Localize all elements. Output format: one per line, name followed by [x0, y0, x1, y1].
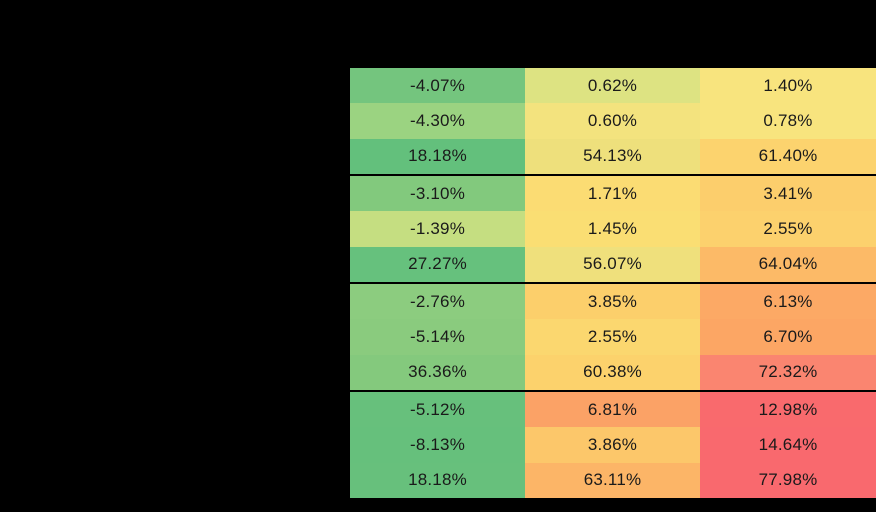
heatmap-cell-r12c1: 18.18%: [350, 462, 525, 498]
heatmap-row-2: -4.30% 0.60% 0.78%: [350, 103, 876, 139]
heatmap-cell-r2c2: 0.60%: [525, 103, 700, 139]
heatmap-cell-r12c2: 63.11%: [525, 462, 700, 498]
heatmap-cell-r9c1: 36.36%: [350, 354, 525, 390]
heatmap-cell-r8c2: 2.55%: [525, 319, 700, 355]
heatmap-cell-r11c1: -8.13%: [350, 427, 525, 463]
heatmap-cell-r10c2: 6.81%: [525, 391, 700, 428]
heatmap-row-3: 18.18% 54.13% 61.40%: [350, 138, 876, 174]
heatmap-cell-r7c3: 6.13%: [700, 283, 876, 320]
heatmap-row-6: 27.27% 56.07% 64.04%: [350, 246, 876, 282]
heatmap-cell-r6c1: 27.27%: [350, 246, 525, 282]
heatmap-row-4: -3.10% 1.71% 3.41%: [350, 175, 876, 212]
heatmap-cell-r2c1: -4.30%: [350, 103, 525, 139]
heatmap-cell-r3c2: 54.13%: [525, 138, 700, 174]
heatmap-cell-r11c2: 3.86%: [525, 427, 700, 463]
group-separator-line: [350, 389, 876, 392]
heatmap-cell-r6c3: 64.04%: [700, 246, 876, 282]
heatmap-row-12: 18.18% 63.11% 77.98%: [350, 462, 876, 498]
heatmap-cell-r2c3: 0.78%: [700, 103, 876, 139]
heatmap-cell-r3c3: 61.40%: [700, 138, 876, 174]
heatmap-cell-r1c2: 0.62%: [525, 68, 700, 104]
heatmap-cell-r5c1: -1.39%: [350, 211, 525, 247]
heatmap-cell-r10c3: 12.98%: [700, 391, 876, 428]
heatmap-cell-r9c2: 60.38%: [525, 354, 700, 390]
heatmap-cell-r12c3: 77.98%: [700, 462, 876, 498]
heatmap-row-10: -5.12% 6.81% 12.98%: [350, 391, 876, 428]
heatmap-row-5: -1.39% 1.45% 2.55%: [350, 211, 876, 247]
heatmap-table: -4.07% 0.62% 1.40% -4.30% 0.60% 0.78% 18.18% 54…: [350, 68, 876, 498]
group-separator-line: [350, 173, 876, 176]
heatmap-row-8: -5.14% 2.55% 6.70%: [350, 319, 876, 355]
heatmap-cell-r5c2: 1.45%: [525, 211, 700, 247]
heatmap-cell-r4c1: -3.10%: [350, 175, 525, 212]
heatmap-cell-r3c1: 18.18%: [350, 138, 525, 174]
heatmap-cell-r1c1: -4.07%: [350, 68, 525, 104]
heatmap-row-1: -4.07% 0.62% 1.40%: [350, 68, 876, 104]
heatmap-cell-r7c1: -2.76%: [350, 283, 525, 320]
heatmap-cell-r8c1: -5.14%: [350, 319, 525, 355]
heatmap-cell-r4c2: 1.71%: [525, 175, 700, 212]
heatmap-row-11: -8.13% 3.86% 14.64%: [350, 427, 876, 463]
heatmap-row-7: -2.76% 3.85% 6.13%: [350, 283, 876, 320]
heatmap-cell-r4c3: 3.41%: [700, 175, 876, 212]
group-separator-line: [350, 281, 876, 284]
heatmap-cell-r8c3: 6.70%: [700, 319, 876, 355]
heatmap-cell-r11c3: 14.64%: [700, 427, 876, 463]
heatmap-cell-r6c2: 56.07%: [525, 246, 700, 282]
heatmap-row-9: 36.36% 60.38% 72.32%: [350, 354, 876, 390]
heatmap-cell-r9c3: 72.32%: [700, 354, 876, 390]
heatmap-cell-r5c3: 2.55%: [700, 211, 876, 247]
heatmap-cell-r10c1: -5.12%: [350, 391, 525, 428]
heatmap-cell-r1c3: 1.40%: [700, 68, 876, 104]
heatmap-cell-r7c2: 3.85%: [525, 283, 700, 320]
